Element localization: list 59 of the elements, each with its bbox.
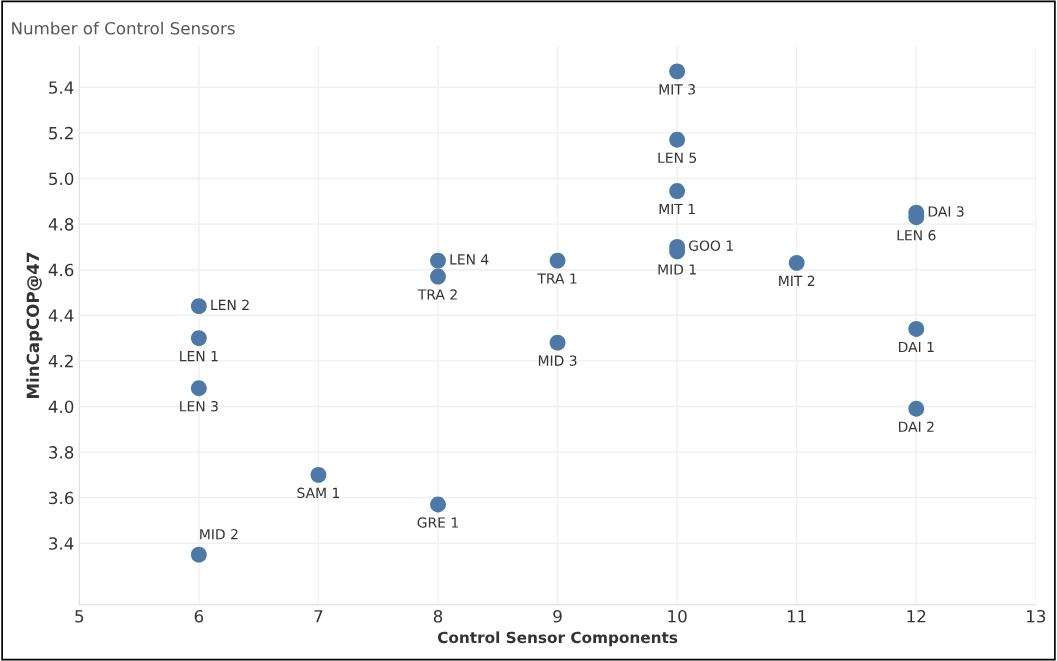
point bbox=[430, 268, 446, 285]
data-label: MIT 1 bbox=[659, 203, 695, 215]
point bbox=[190, 298, 207, 315]
point bbox=[669, 63, 686, 80]
x-tick-label: 10 bbox=[668, 609, 687, 623]
chart-title: Number of Control Sensors bbox=[12, 21, 235, 35]
x-tick-label: 6 bbox=[194, 609, 204, 623]
point bbox=[669, 131, 686, 148]
point bbox=[908, 400, 925, 417]
data-label: LEN 5 bbox=[658, 152, 696, 163]
data-label: LEN 2 bbox=[211, 299, 249, 310]
y-tick-label: 3.4 bbox=[49, 537, 74, 550]
data-label: TRA 1 bbox=[537, 273, 577, 284]
y-tick-label: 5.4 bbox=[49, 81, 74, 94]
data-label: LEN 4 bbox=[450, 254, 489, 265]
y-tick-label: 4.6 bbox=[48, 263, 74, 277]
point bbox=[549, 252, 566, 269]
data-label: LEN 3 bbox=[180, 400, 218, 412]
y-tick-label: 4.8 bbox=[48, 218, 74, 231]
data-label: DAI 3 bbox=[928, 206, 964, 217]
data-label: GRE 1 bbox=[417, 517, 458, 528]
x-tick-label: 8 bbox=[433, 609, 443, 623]
y-tick-label: 3.8 bbox=[49, 446, 74, 459]
point bbox=[190, 380, 207, 397]
data-label: TRA 2 bbox=[417, 289, 457, 300]
x-tick-label: 7 bbox=[314, 610, 323, 623]
y-tick-label: 4.0 bbox=[48, 400, 74, 414]
data-label: LEN 6 bbox=[897, 230, 936, 241]
point bbox=[190, 546, 207, 563]
data-label: GOO 1 bbox=[689, 240, 733, 251]
x-tick-label: 11 bbox=[787, 610, 806, 623]
data-label: MID 2 bbox=[200, 528, 238, 540]
data-label: MIT 3 bbox=[659, 84, 695, 95]
data-label: SAM 1 bbox=[297, 487, 340, 499]
point bbox=[549, 334, 566, 351]
y-tick-label: 5.0 bbox=[49, 172, 74, 186]
point bbox=[310, 466, 327, 483]
point bbox=[190, 330, 207, 346]
point bbox=[430, 252, 446, 269]
point bbox=[430, 496, 446, 513]
data-label: LEN 1 bbox=[180, 351, 218, 362]
point bbox=[908, 321, 925, 337]
y-tick-label: 4.4 bbox=[48, 309, 74, 322]
y-tick-label: 4.2 bbox=[48, 354, 73, 368]
data-label: DAI 2 bbox=[899, 421, 934, 432]
x-tick-label: 5 bbox=[75, 610, 84, 623]
x-tick-label: 12 bbox=[907, 609, 926, 623]
x-axis-title: Control Sensor Components bbox=[437, 631, 678, 647]
data-label: MID 3 bbox=[538, 355, 577, 366]
data-label: MID 1 bbox=[658, 264, 696, 275]
point bbox=[788, 254, 805, 271]
x-tick-label: 13 bbox=[1027, 609, 1046, 623]
y-tick-label: 5.2 bbox=[49, 126, 73, 140]
y-axis-title: MinCapCOP@47 bbox=[26, 252, 43, 399]
data-label: DAI 1 bbox=[899, 341, 934, 353]
point bbox=[669, 183, 686, 199]
y-tick-label: 3.6 bbox=[49, 491, 74, 505]
data-label: MIT 2 bbox=[779, 275, 815, 286]
x-tick-label: 9 bbox=[553, 609, 562, 623]
